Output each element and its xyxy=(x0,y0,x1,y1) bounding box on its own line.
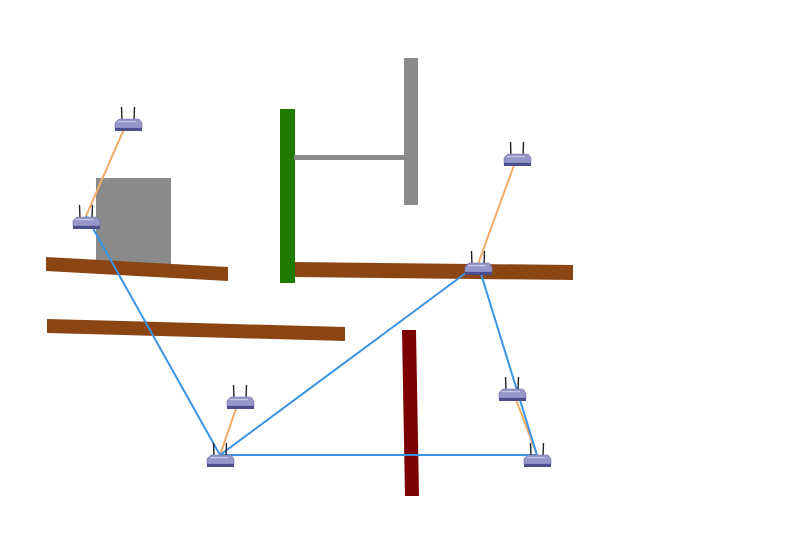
gray-wall-connector xyxy=(294,155,405,160)
wireless-router-icon[interactable] xyxy=(498,376,527,402)
wood-wall-left-upper xyxy=(46,257,228,281)
client-link xyxy=(85,119,129,217)
client-link xyxy=(477,156,518,265)
wireless-router-icon[interactable] xyxy=(72,204,101,230)
gray-block-obstacle xyxy=(96,178,171,267)
dark-red-wall xyxy=(402,330,419,496)
wireless-router-icon[interactable] xyxy=(464,250,493,276)
routers xyxy=(72,106,552,468)
wood-wall-right xyxy=(292,262,573,280)
client-links xyxy=(85,119,538,456)
walls xyxy=(46,58,573,496)
wireless-router-icon[interactable] xyxy=(503,141,532,167)
gray-wall-vertical xyxy=(404,58,418,205)
mesh-links xyxy=(85,215,538,456)
wireless-router-icon[interactable] xyxy=(226,384,255,410)
mesh-link xyxy=(219,263,479,456)
mesh-link xyxy=(477,263,538,456)
wireless-router-icon[interactable] xyxy=(114,106,143,132)
mesh-link xyxy=(85,215,221,456)
wireless-router-icon[interactable] xyxy=(523,442,552,468)
wood-wall-left-lower xyxy=(47,319,345,341)
green-wall xyxy=(280,109,295,283)
